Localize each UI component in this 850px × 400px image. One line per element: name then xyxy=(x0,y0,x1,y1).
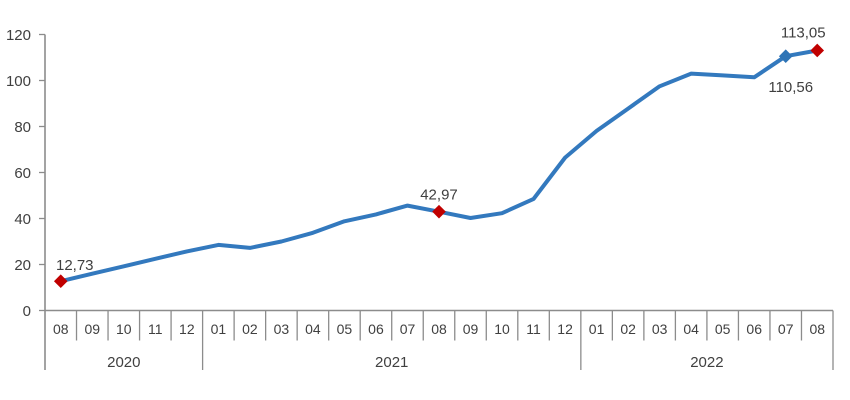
month-label: 01 xyxy=(589,321,605,337)
month-label: 08 xyxy=(431,321,447,337)
month-label: 06 xyxy=(368,321,384,337)
y-axis-tick-label: 40 xyxy=(14,211,31,228)
marker-diamond xyxy=(53,274,68,289)
point-value-label: 42,97 xyxy=(420,187,458,204)
year-label: 2020 xyxy=(107,354,140,371)
month-label: 05 xyxy=(715,321,731,337)
month-label: 05 xyxy=(337,321,353,337)
y-axis-tick-label: 120 xyxy=(6,27,31,44)
month-label: 09 xyxy=(84,321,100,337)
month-label: 11 xyxy=(526,321,541,337)
data-line xyxy=(58,48,820,284)
point-value-label: 113,05 xyxy=(781,24,826,41)
month-label: 06 xyxy=(746,321,762,337)
month-label: 03 xyxy=(274,321,290,337)
y-axis-tick-label: 20 xyxy=(14,257,31,274)
month-label: 07 xyxy=(778,321,794,337)
month-label: 12 xyxy=(557,321,573,337)
marker-diamond xyxy=(432,204,446,219)
month-label: 02 xyxy=(620,321,636,337)
month-label: 07 xyxy=(400,321,416,337)
y-axis-tick-label: 60 xyxy=(14,165,31,182)
marker-diamond xyxy=(810,43,825,58)
month-label: 03 xyxy=(652,321,668,337)
year-label: 2022 xyxy=(690,354,723,371)
y-axis-tick-label: 80 xyxy=(14,119,31,136)
month-label: 04 xyxy=(305,321,321,337)
month-label: 02 xyxy=(242,321,258,337)
year-label: 2021 xyxy=(375,354,408,371)
month-label: 10 xyxy=(494,321,510,337)
month-label: 01 xyxy=(211,321,227,337)
month-label: 09 xyxy=(463,321,479,337)
marker-diamond xyxy=(778,49,793,64)
point-value-label: 110,56 xyxy=(768,79,813,96)
month-label: 11 xyxy=(148,321,163,337)
point-value-label: 12,73 xyxy=(56,257,94,274)
y-axis-tick-label: 100 xyxy=(6,73,31,90)
month-label: 10 xyxy=(116,321,132,337)
month-label: 08 xyxy=(809,321,825,337)
month-label: 04 xyxy=(683,321,699,337)
month-label: 08 xyxy=(53,321,69,337)
y-axis-tick-label: 0 xyxy=(23,303,31,320)
month-label: 12 xyxy=(179,321,195,337)
